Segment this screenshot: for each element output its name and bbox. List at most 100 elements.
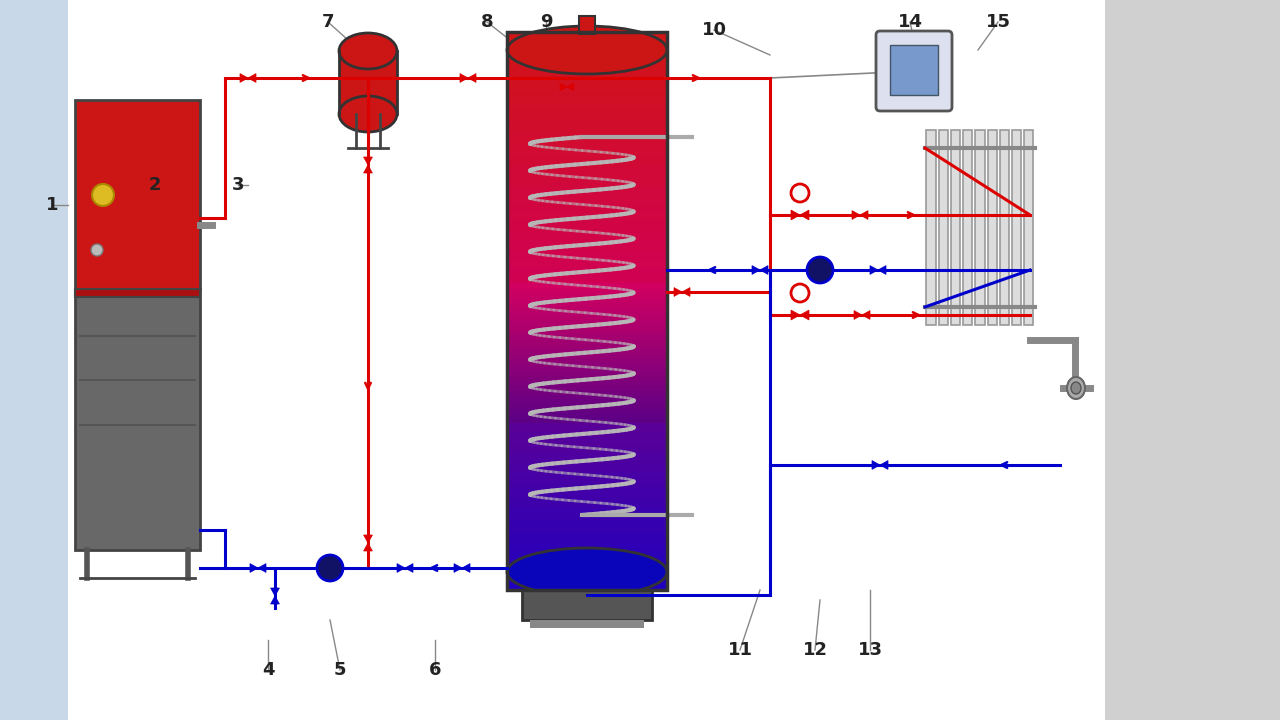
Bar	[975, 130, 984, 325]
Bar	[507, 506, 667, 511]
Bar	[507, 441, 667, 446]
Polygon shape	[460, 73, 468, 82]
Bar	[0, 0, 68, 720]
Polygon shape	[879, 461, 888, 469]
Bar	[507, 60, 667, 65]
Bar	[507, 41, 667, 47]
Bar	[507, 395, 667, 400]
Bar	[579, 16, 595, 34]
Polygon shape	[364, 535, 372, 543]
Bar	[507, 534, 667, 539]
Bar	[507, 585, 667, 590]
Polygon shape	[250, 564, 259, 572]
Polygon shape	[397, 564, 404, 572]
Polygon shape	[872, 461, 879, 469]
Bar	[507, 400, 667, 405]
Polygon shape	[760, 266, 768, 274]
Bar	[507, 260, 667, 265]
Bar	[339, 51, 397, 114]
Text: 10: 10	[701, 21, 727, 39]
Bar	[507, 427, 667, 433]
Polygon shape	[270, 588, 279, 596]
Bar	[507, 251, 667, 256]
Text: 6: 6	[429, 661, 442, 679]
Bar	[507, 162, 667, 167]
Bar	[1024, 130, 1033, 325]
Bar	[507, 436, 667, 441]
Bar	[507, 218, 667, 223]
Polygon shape	[682, 287, 690, 297]
FancyBboxPatch shape	[876, 31, 952, 111]
Bar	[988, 130, 997, 325]
Bar	[507, 130, 667, 135]
Bar	[507, 228, 667, 233]
Bar	[507, 232, 667, 237]
Bar	[507, 343, 667, 348]
Bar	[507, 529, 667, 535]
Bar	[507, 135, 667, 140]
Polygon shape	[800, 210, 809, 220]
Bar	[507, 330, 667, 335]
Bar	[507, 544, 667, 549]
Bar	[507, 279, 667, 284]
Text: 2: 2	[148, 176, 161, 194]
Text: 7: 7	[321, 13, 334, 31]
Text: 14: 14	[897, 13, 923, 31]
Bar	[507, 111, 667, 116]
Polygon shape	[404, 564, 413, 572]
Polygon shape	[861, 310, 870, 320]
Bar	[507, 204, 667, 210]
Bar	[507, 446, 667, 451]
Ellipse shape	[339, 96, 397, 132]
Bar	[507, 50, 667, 55]
Bar	[507, 487, 667, 493]
Bar	[507, 339, 667, 344]
Bar	[507, 451, 667, 456]
Circle shape	[92, 184, 114, 206]
Bar	[507, 288, 667, 293]
Bar	[507, 143, 667, 149]
Bar	[507, 55, 667, 60]
Bar	[507, 78, 667, 84]
Text: 13: 13	[858, 641, 882, 659]
Bar	[507, 246, 667, 251]
Polygon shape	[364, 165, 372, 173]
Bar	[507, 46, 667, 51]
Bar	[507, 311, 667, 316]
Bar	[507, 502, 667, 507]
Bar	[76, 100, 200, 289]
Polygon shape	[259, 564, 266, 572]
Text: 12: 12	[803, 641, 827, 659]
Bar	[507, 557, 667, 562]
Polygon shape	[791, 310, 800, 320]
Ellipse shape	[1068, 377, 1085, 399]
Bar	[938, 130, 948, 325]
Polygon shape	[751, 266, 760, 274]
Bar	[507, 418, 667, 423]
Polygon shape	[800, 310, 809, 320]
Bar	[507, 92, 667, 98]
Bar	[507, 120, 667, 125]
Bar	[507, 222, 667, 228]
Bar	[507, 390, 667, 395]
Bar	[507, 567, 667, 572]
Polygon shape	[870, 266, 878, 274]
Bar	[507, 102, 667, 107]
Bar	[507, 516, 667, 521]
Bar	[507, 302, 667, 307]
Bar	[507, 474, 667, 479]
Polygon shape	[462, 564, 470, 572]
Circle shape	[91, 244, 102, 256]
Polygon shape	[454, 564, 462, 572]
Bar	[507, 358, 667, 363]
Polygon shape	[854, 310, 861, 320]
Bar	[507, 478, 667, 484]
Ellipse shape	[507, 26, 667, 74]
Circle shape	[317, 555, 343, 581]
Bar	[522, 590, 652, 620]
Bar	[507, 362, 667, 367]
Bar	[507, 334, 667, 339]
Bar	[507, 521, 667, 526]
Bar	[507, 274, 667, 279]
Text: 8: 8	[481, 13, 493, 31]
